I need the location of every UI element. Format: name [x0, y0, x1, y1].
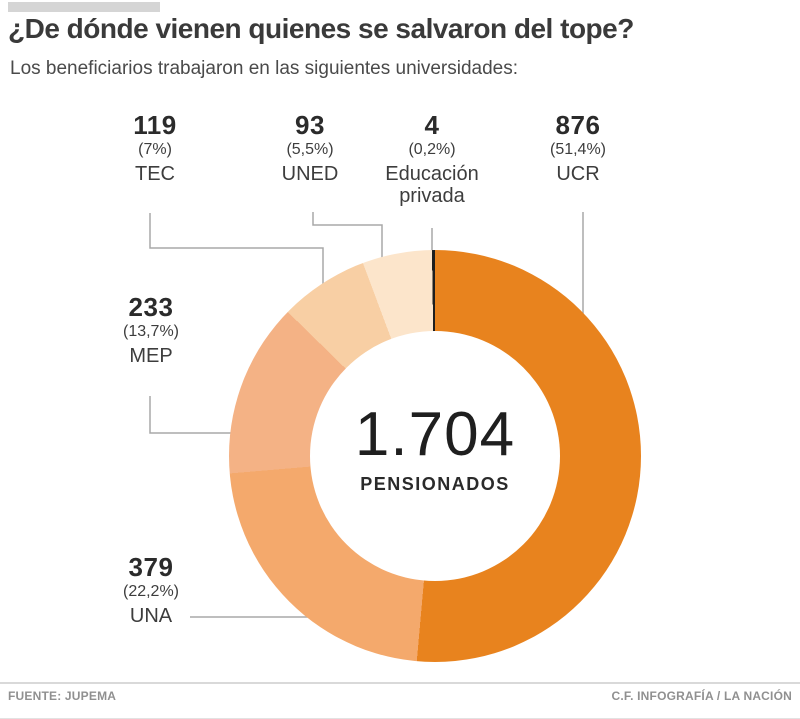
callout-value: 233 — [128, 292, 174, 322]
callout-percent: (13,7%) — [122, 323, 180, 341]
callout-percent: (5,5%) — [286, 141, 334, 159]
callout-educacion-privada: 4 (0,2%) Educación privada — [362, 110, 502, 208]
footer-credit: C.F. INFOGRAFÍA / LA NACIÓN — [611, 689, 792, 703]
callout-name: MEP — [129, 345, 173, 368]
callout-mep: 233 (13,7%) MEP — [91, 292, 211, 368]
callout-percent: (51,4%) — [549, 141, 607, 159]
callout-name: Educación privada — [385, 163, 479, 208]
footer-source: FUENTE: JUPEMA — [8, 689, 117, 703]
donut-chart: 1.704 PENSIONADOS — [229, 250, 641, 662]
callout-value: 4 — [424, 110, 440, 140]
callout-tec: 119 (7%) TEC — [95, 110, 215, 186]
donut-hole: 1.704 PENSIONADOS — [310, 331, 560, 581]
center-total-label: PENSIONADOS — [360, 473, 510, 494]
callout-value: 876 — [555, 110, 601, 140]
subtitle: Los beneficiarios trabajaron en las sigu… — [10, 58, 519, 79]
page-title: ¿De dónde vienen quienes se salvaron del… — [8, 13, 634, 44]
callout-percent: (22,2%) — [122, 583, 180, 601]
callout-name: UNA — [129, 605, 173, 628]
callout-value: 93 — [295, 110, 325, 140]
center-total-value: 1.704 — [354, 399, 516, 469]
footer-divider — [0, 682, 800, 684]
callout-ucr: 876 (51,4%) UCR — [518, 110, 638, 186]
callout-value: 379 — [128, 552, 174, 582]
callout-percent: (7%) — [138, 141, 172, 159]
callout-una: 379 (22,2%) UNA — [91, 552, 211, 628]
callout-uned: 93 (5,5%) UNED — [250, 110, 370, 186]
callout-value: 119 — [133, 110, 177, 140]
callout-percent: (0,2%) — [408, 141, 456, 159]
leader-line-tec — [149, 213, 324, 303]
callout-name: TEC — [135, 163, 175, 186]
kicker-bar — [8, 2, 160, 12]
callout-name: UNED — [281, 163, 339, 186]
callout-name: UCR — [556, 163, 600, 186]
